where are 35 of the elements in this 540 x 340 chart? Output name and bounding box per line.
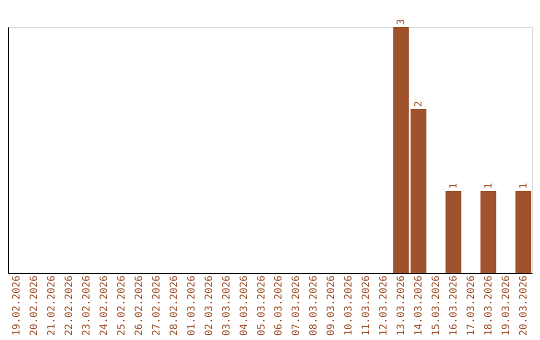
x-tick-label: 15.03.2026 [430, 276, 442, 336]
x-tick-label: 20.02.2026 [29, 276, 40, 336]
x-tick-label: 04.03.2026 [238, 276, 250, 336]
data-label: 1 [483, 182, 494, 189]
x-tick-label: 28.02.2026 [168, 276, 180, 336]
x-tick-label: 03.03.2026 [221, 276, 232, 336]
x-tick-label: 07.03.2026 [291, 276, 302, 336]
x-tick-label: 19.03.2026 [500, 276, 512, 336]
x-tick-label: 02.03.2026 [204, 276, 215, 336]
x-tick-label: 25.02.2026 [116, 276, 128, 336]
x-tick-label: 27.02.2026 [151, 276, 162, 336]
x-tick-label: 26.02.2026 [134, 276, 145, 336]
x-tick-label: 12.03.2026 [378, 276, 390, 336]
x-tick-label: 24.02.2026 [99, 276, 110, 336]
x-tick-label: 17.03.2026 [466, 276, 477, 336]
x-tick-label: 14.03.2026 [413, 276, 424, 336]
x-tick-label: 01.03.2026 [186, 276, 198, 336]
x-tick-label: 09.03.2026 [326, 276, 338, 336]
x-tick-label: 22.02.2026 [64, 276, 76, 336]
x-tick-label: 16.03.2026 [448, 276, 460, 336]
x-tick-label: 10.03.2026 [344, 276, 355, 336]
x-tick-label: 21.02.2026 [46, 276, 58, 336]
x-tick-label: 20.03.2026 [518, 276, 530, 336]
x-tick-label: 23.02.2026 [82, 276, 93, 336]
data-label: 2 [413, 100, 424, 107]
x-tick-label: 19.02.2026 [12, 276, 23, 336]
data-label: 3 [396, 18, 407, 25]
x-tick-label: 05.03.2026 [256, 276, 268, 336]
data-label: 1 [448, 182, 460, 189]
x-tick-label: 18.03.2026 [483, 276, 494, 336]
x-tick-label: 11.03.2026 [361, 276, 372, 336]
x-tick-label: 08.03.2026 [308, 276, 320, 336]
x-tick-label: 13.03.2026 [396, 276, 407, 336]
data-label: 1 [518, 182, 530, 189]
x-tick-label: 06.03.2026 [274, 276, 285, 336]
